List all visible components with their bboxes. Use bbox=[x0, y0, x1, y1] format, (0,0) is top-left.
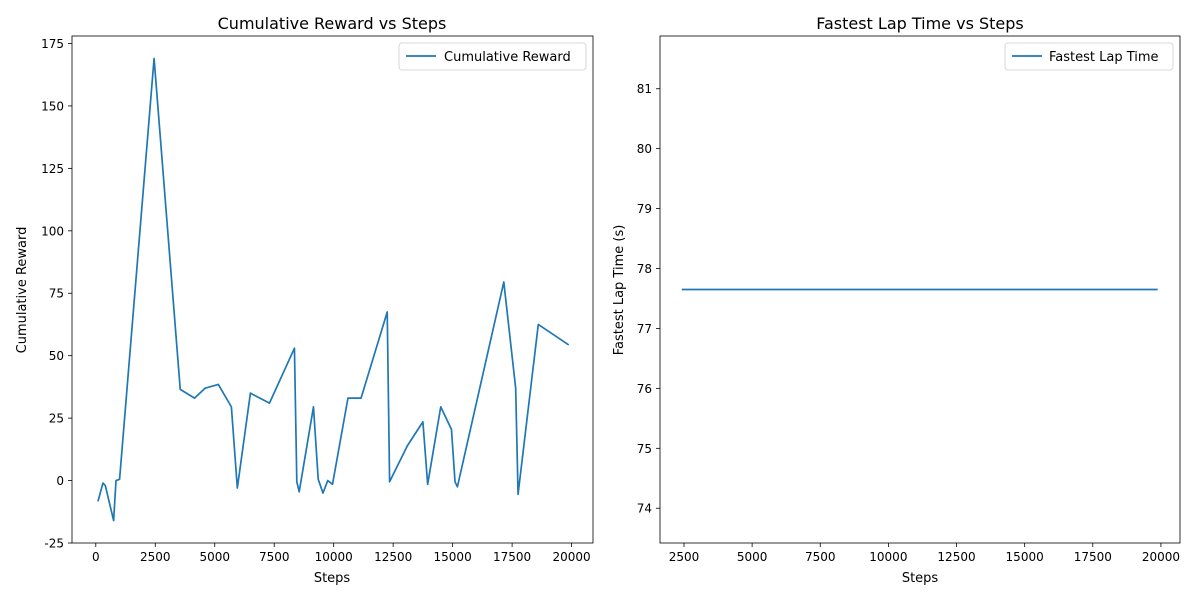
y-tick-label: 77 bbox=[637, 322, 652, 336]
y-tick-label: 75 bbox=[49, 287, 64, 301]
cumulative-reward-chart: Cumulative Reward vs Steps Steps Cumulat… bbox=[15, 14, 594, 586]
y-tick-label: 76 bbox=[637, 382, 652, 396]
x-axis-label: Steps bbox=[314, 571, 351, 586]
x-axis-label: Steps bbox=[902, 571, 939, 586]
y-tick-label: 125 bbox=[41, 162, 64, 176]
series-lines bbox=[97, 57, 570, 522]
y-tick-label: -25 bbox=[44, 537, 64, 551]
x-tick-label: 7500 bbox=[805, 550, 836, 564]
x-tick-label: 20000 bbox=[1142, 550, 1180, 564]
y-tick-label: 100 bbox=[41, 224, 64, 238]
y-tick-label: 50 bbox=[49, 349, 64, 363]
legend-label: Cumulative Reward bbox=[444, 50, 571, 65]
y-tick-label: 80 bbox=[637, 142, 652, 156]
x-tick-label: 0 bbox=[92, 550, 100, 564]
legend-box bbox=[398, 42, 587, 71]
y-tick-label: 0 bbox=[56, 474, 64, 488]
y-tick-label: 81 bbox=[637, 82, 652, 96]
legend-box bbox=[1004, 42, 1174, 71]
legend-label: Fastest Lap Time bbox=[1049, 50, 1159, 65]
x-tick-label: 10000 bbox=[315, 550, 353, 564]
x-tick-label: 17500 bbox=[1074, 550, 1112, 564]
x-tick-label: 2500 bbox=[140, 550, 171, 564]
x-tick-label: 15000 bbox=[434, 550, 472, 564]
y-tick-label: 75 bbox=[637, 442, 652, 456]
x-tick-label: 17500 bbox=[493, 550, 531, 564]
x-tick-label: 15000 bbox=[1006, 550, 1044, 564]
x-tick-label: 7500 bbox=[259, 550, 290, 564]
y-tick-label: 150 bbox=[41, 99, 64, 113]
x-tick-label: 5000 bbox=[737, 550, 768, 564]
x-tick-label: 2500 bbox=[669, 550, 700, 564]
chart-title: Cumulative Reward vs Steps bbox=[218, 14, 447, 33]
y-tick-label: 175 bbox=[41, 37, 64, 51]
legend: Fastest Lap Time bbox=[1004, 42, 1174, 71]
plot-area-frame bbox=[71, 35, 594, 544]
x-tick-label: 20000 bbox=[552, 550, 590, 564]
axis-ticks: 2500 5000 7500 10000 12500 15000 17500 20000 74 7… bbox=[637, 82, 1180, 564]
plot-area-frame bbox=[659, 35, 1181, 544]
x-tick-label: 10000 bbox=[869, 550, 907, 564]
y-axis-label: Cumulative Reward bbox=[15, 227, 30, 354]
y-axis-label: Fastest Lap Time (s) bbox=[612, 225, 627, 356]
x-tick-label: 5000 bbox=[199, 550, 230, 564]
y-tick-label: 78 bbox=[637, 262, 652, 276]
legend: Cumulative Reward bbox=[398, 42, 587, 71]
axis-ticks: 0 2500 5000 7500 10000 12500 15000 17500 20000 -2… bbox=[41, 37, 591, 564]
y-tick-label: 25 bbox=[49, 412, 64, 426]
y-tick-label: 74 bbox=[637, 502, 652, 516]
x-tick-label: 12500 bbox=[374, 550, 412, 564]
fastest-lap-time-chart: Fastest Lap Time vs Steps Steps Fastest … bbox=[612, 14, 1181, 586]
chart-title: Fastest Lap Time vs Steps bbox=[816, 14, 1024, 33]
series-line bbox=[97, 57, 570, 522]
y-tick-label: 79 bbox=[637, 202, 652, 216]
x-tick-label: 12500 bbox=[937, 550, 975, 564]
